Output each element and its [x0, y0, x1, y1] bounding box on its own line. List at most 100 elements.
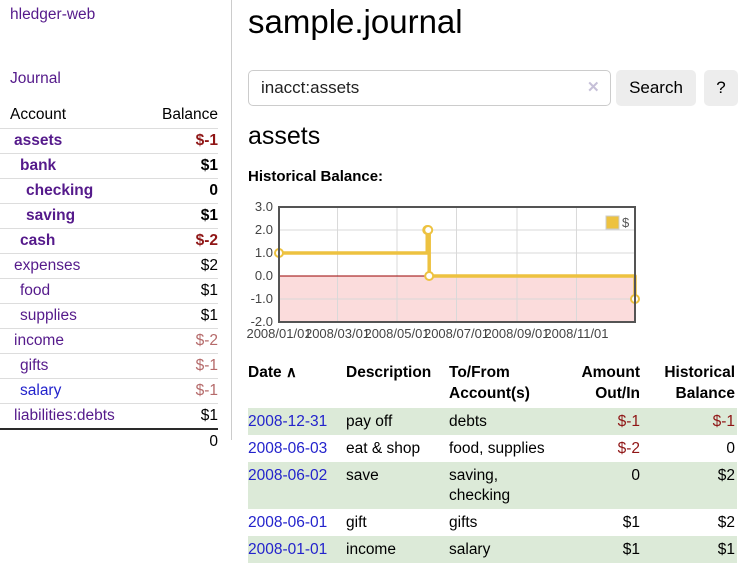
- transaction-accounts: debts: [449, 413, 487, 430]
- svg-text:2008/03/01: 2008/03/01: [305, 326, 370, 341]
- svg-text:0.0: 0.0: [255, 268, 273, 283]
- account-row-expenses: expenses $2: [0, 253, 218, 279]
- account-link-checking[interactable]: checking: [26, 182, 94, 199]
- account-row-bank: bank $1: [0, 153, 218, 179]
- account-link-liabilities-debts[interactable]: liabilities:debts: [14, 407, 115, 424]
- help-button[interactable]: ?: [704, 70, 738, 106]
- accounts-header-account: Account: [10, 106, 67, 123]
- transaction-accounts: gifts: [449, 514, 478, 531]
- sort-by-date-header[interactable]: Date ∧: [248, 356, 346, 408]
- account-row-liabilities-debts: liabilities:debts $1: [0, 403, 218, 429]
- account-row-assets: assets $-1: [0, 128, 218, 154]
- accounts-header-row: Account Balance: [0, 104, 218, 129]
- account-link-bank[interactable]: bank: [20, 157, 57, 174]
- svg-text:-2.0: -2.0: [251, 314, 273, 329]
- account-row-food: food $1: [0, 278, 218, 304]
- transaction-date-link[interactable]: 2008-01-01: [248, 541, 328, 558]
- register-table: Date ∧ Description To/From Account(s) Amo…: [248, 356, 737, 563]
- search-button[interactable]: Search: [616, 70, 696, 106]
- account-balance: $1: [146, 153, 218, 179]
- register-row: 2008-06-01 gift gifts $1 $2: [248, 509, 737, 536]
- accounts-total-value: 0: [146, 428, 218, 454]
- transaction-balance: $2: [717, 514, 735, 531]
- account-balance: $-1: [146, 353, 218, 379]
- nav-journal-link[interactable]: Journal: [10, 70, 61, 87]
- description-header: Description: [346, 364, 432, 381]
- balance-header: Historical Balance: [664, 364, 735, 402]
- account-link-supplies[interactable]: supplies: [20, 307, 77, 324]
- accounts-header-balance: Balance: [161, 106, 218, 123]
- account-row-salary: salary $-1: [0, 378, 218, 404]
- transaction-accounts: food, supplies: [449, 440, 545, 457]
- transaction-balance: $1: [717, 541, 735, 558]
- account-balance: $-2: [146, 328, 218, 354]
- account-row-gifts: gifts $-1: [0, 353, 218, 379]
- transaction-description: income: [346, 541, 396, 558]
- spacer: [0, 428, 147, 454]
- account-balance: $-1: [146, 128, 218, 154]
- transaction-description: save: [346, 467, 379, 484]
- account-balance: 0: [146, 178, 218, 204]
- account-link-saving[interactable]: saving: [26, 207, 76, 224]
- transaction-date-link[interactable]: 2008-12-31: [248, 413, 328, 430]
- transaction-amount: $1: [622, 541, 640, 558]
- transaction-description: gift: [346, 514, 367, 531]
- section-title: assets: [248, 122, 321, 150]
- brand-link[interactable]: hledger-web: [10, 6, 96, 23]
- chart-canvas: $3.0 2.0 1.0 0.0 -1.0 -2.02008/01/012008/03/0…: [246, 199, 640, 341]
- account-balance: $1: [146, 403, 218, 429]
- historical-balance-chart: $3.0 2.0 1.0 0.0 -1.0 -2.0 2008/01/01 2008/03/0…: [246, 199, 678, 347]
- register-row: 2008-06-02 save saving, checking 0 $2: [248, 462, 737, 509]
- account-row-saving: saving $1: [0, 203, 218, 229]
- svg-text:2008/07/01: 2008/07/01: [424, 326, 489, 341]
- transaction-description: eat & shop: [346, 440, 421, 457]
- search-input[interactable]: [248, 70, 611, 106]
- account-link-expenses[interactable]: expenses: [14, 257, 81, 274]
- svg-text:$: $: [622, 215, 630, 230]
- svg-text:2008/09/01: 2008/09/01: [484, 326, 549, 341]
- account-row-supplies: supplies $1: [0, 303, 218, 329]
- accounts-total-row: 0: [0, 428, 218, 454]
- register-row: 2008-01-01 income salary $1 $1: [248, 536, 737, 563]
- svg-text:2008/11/01: 2008/11/01: [544, 326, 608, 341]
- account-link-assets[interactable]: assets: [14, 132, 63, 149]
- search-form: ✕ Search ?: [248, 70, 742, 106]
- transaction-amount: $-2: [617, 440, 640, 457]
- main-content: sample.journal ✕ Search ? assets Histori…: [246, 0, 742, 582]
- page-title: sample.journal: [248, 3, 463, 40]
- transaction-date-link[interactable]: 2008-06-01: [248, 514, 328, 531]
- transaction-amount: 0: [631, 467, 640, 484]
- amount-header: Amount Out/In: [581, 364, 640, 402]
- transaction-description: pay off: [346, 413, 393, 430]
- account-row-income: income $-2: [0, 328, 218, 354]
- transaction-balance: $-1: [712, 413, 735, 430]
- transaction-balance: $2: [717, 467, 735, 484]
- svg-text:2008/05/01: 2008/05/01: [364, 326, 429, 341]
- chart-title: Historical Balance:: [248, 168, 384, 185]
- transaction-accounts: saving, checking: [449, 467, 511, 504]
- transaction-date-link[interactable]: 2008-06-03: [248, 440, 328, 457]
- account-balance: $1: [146, 203, 218, 229]
- account-row-cash: cash $-2: [0, 228, 218, 254]
- account-link-income[interactable]: income: [14, 332, 64, 349]
- account-link-gifts[interactable]: gifts: [20, 357, 49, 374]
- transaction-amount: $1: [622, 514, 640, 531]
- sort-asc-icon: ∧: [285, 364, 297, 381]
- account-link-cash[interactable]: cash: [20, 232, 56, 249]
- date-header-label: Date: [248, 364, 282, 381]
- account-balance: $-1: [146, 378, 218, 404]
- account-balance: $-2: [146, 228, 218, 254]
- register-header-row: Date ∧ Description To/From Account(s) Amo…: [248, 356, 737, 408]
- account-link-food[interactable]: food: [20, 282, 51, 299]
- svg-text:3.0: 3.0: [255, 199, 273, 214]
- account-balance: $2: [146, 253, 218, 279]
- transaction-date-link[interactable]: 2008-06-02: [248, 467, 328, 484]
- accounts-table: Account Balance assets $-1 bank $1 check…: [0, 104, 218, 454]
- clear-search-icon[interactable]: ✕: [587, 79, 600, 96]
- svg-text:1.0: 1.0: [255, 245, 273, 260]
- transaction-balance: 0: [726, 440, 735, 457]
- account-link-salary[interactable]: salary: [20, 382, 62, 399]
- svg-text:2008/01/01: 2008/01/01: [246, 326, 311, 341]
- account-row-checking: checking 0: [0, 178, 218, 204]
- transaction-amount: $-1: [617, 413, 640, 430]
